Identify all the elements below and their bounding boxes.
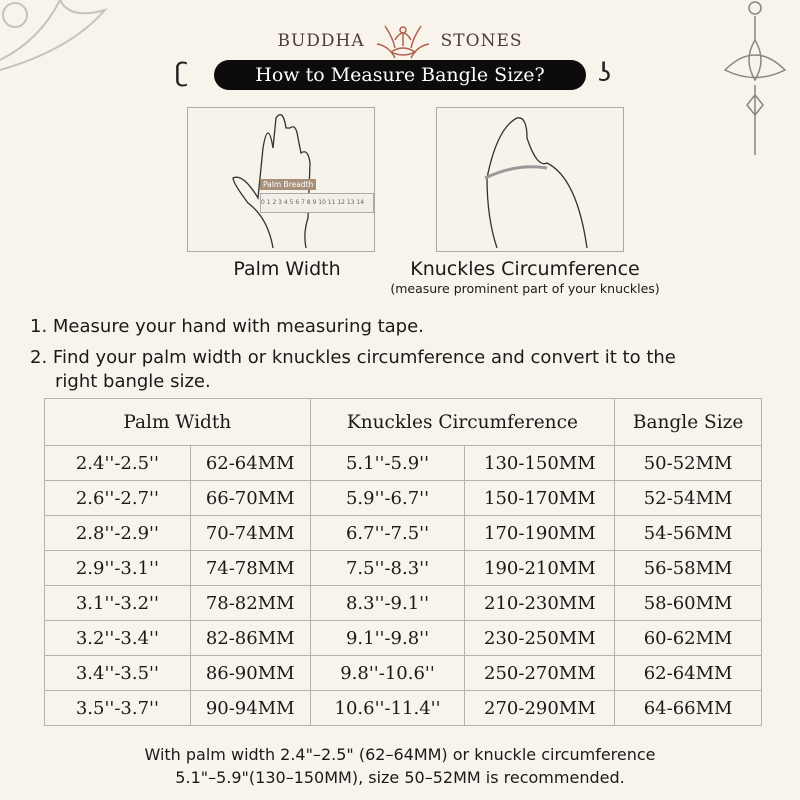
- brand-header: BUDDHA STONES: [0, 18, 800, 63]
- cell-knuckle-mm: 270-290MM: [464, 690, 616, 726]
- footer-line-2: 5.1"–5.9"(130–150MM), size 50–52MM is re…: [175, 768, 625, 787]
- knuckles-note: (measure prominent part of your knuckles…: [390, 281, 660, 296]
- hand-with-tape-icon: [484, 117, 588, 249]
- cell-bangle-size: 54-56MM: [614, 515, 762, 551]
- cell-knuckle-inch: 8.3''-9.1'': [309, 585, 466, 621]
- cell-knuckle-mm: 130-150MM: [464, 445, 616, 481]
- cell-palm-inch: 2.8''-2.9'': [44, 515, 191, 551]
- table-row: 3.4''-3.5'' 86-90MM 9.8''-10.6'' 250-270MM 6…: [44, 655, 762, 691]
- ruler: 0 1 2 3 4 5 6 7 8 9 10 11 12 13 14: [260, 193, 374, 213]
- hand-icon: [232, 114, 311, 249]
- step-2-cont: right bangle size.: [55, 371, 211, 392]
- cell-palm-inch: 2.4''-2.5'': [44, 445, 191, 481]
- scroll-ornament-right-icon: ʖ: [598, 58, 612, 88]
- palm-width-caption: Palm Width: [233, 258, 341, 280]
- step-1: 1. Measure your hand with measuring tape…: [30, 316, 424, 337]
- cell-knuckle-mm: 190-210MM: [464, 550, 616, 586]
- scroll-ornament-left-icon: ʗ: [175, 58, 189, 88]
- cell-knuckle-inch: 9.1''-9.8'': [309, 620, 466, 656]
- table-row: 2.9''-3.1'' 74-78MM 7.5''-8.3'' 190-210MM 56…: [44, 550, 762, 586]
- cell-knuckle-mm: 170-190MM: [464, 515, 616, 551]
- lotus-hanging-decoration: [723, 1, 787, 155]
- cell-palm-inch: 3.4''-3.5'': [44, 655, 191, 691]
- cell-knuckle-inch: 7.5''-8.3'': [309, 550, 466, 586]
- cell-knuckle-mm: 230-250MM: [464, 620, 616, 656]
- cell-palm-inch: 3.2''-3.4'': [44, 620, 191, 656]
- cell-knuckle-inch: 5.9''-6.7'': [309, 480, 466, 516]
- cell-palm-inch: 3.5''-3.7'': [44, 690, 191, 726]
- table-row: 2.8''-2.9'' 70-74MM 6.7''-7.5'' 170-190MM 54…: [44, 515, 762, 551]
- knuckles-caption: Knuckles Circumference: [410, 258, 640, 280]
- header-knuckles: Knuckles Circumference: [309, 398, 616, 446]
- table-header-row: Palm Width Knuckles Circumference Bangle…: [44, 398, 762, 446]
- cell-knuckle-mm: 250-270MM: [464, 655, 616, 691]
- cell-palm-mm: 66-70MM: [189, 480, 311, 516]
- meditating-lotus-logo-icon: [376, 25, 429, 59]
- cell-knuckle-inch: 6.7''-7.5'': [309, 515, 466, 551]
- cell-palm-inch: 3.1''-3.2'': [44, 585, 191, 621]
- cell-knuckle-mm: 210-230MM: [464, 585, 616, 621]
- cell-palm-mm: 78-82MM: [189, 585, 311, 621]
- recommendation-note: With palm width 2.4"–2.5" (62–64MM) or k…: [0, 743, 800, 789]
- table-row: 2.6''-2.7'' 66-70MM 5.9''-6.7'' 150-170MM 52…: [44, 480, 762, 516]
- table-row: 3.2''-3.4'' 82-86MM 9.1''-9.8'' 230-250MM 60…: [44, 620, 762, 656]
- cell-bangle-size: 58-60MM: [614, 585, 762, 621]
- table-row: 3.1''-3.2'' 78-82MM 8.3''-9.1'' 210-230MM 58…: [44, 585, 762, 621]
- cell-palm-inch: 2.9''-3.1'': [44, 550, 191, 586]
- cell-palm-inch: 2.6''-2.7'': [44, 480, 191, 516]
- cell-palm-mm: 86-90MM: [189, 655, 311, 691]
- size-table: Palm Width Knuckles Circumference Bangle…: [44, 398, 762, 726]
- cell-palm-mm: 74-78MM: [189, 550, 311, 586]
- step-2: 2. Find your palm width or knuckles circ…: [30, 347, 676, 368]
- cell-knuckle-inch: 9.8''-10.6'': [309, 655, 466, 691]
- cell-knuckle-inch: 10.6''-11.4'': [309, 690, 466, 726]
- table-row: 2.4''-2.5'' 62-64MM 5.1''-5.9'' 130-150MM 50…: [44, 445, 762, 481]
- header-bangle-size: Bangle Size: [614, 398, 762, 446]
- table-row: 3.5''-3.7'' 90-94MM 10.6''-11.4'' 270-290MM…: [44, 690, 762, 726]
- cell-palm-mm: 70-74MM: [189, 515, 311, 551]
- cell-bangle-size: 62-64MM: [614, 655, 762, 691]
- palm-width-illustration: Palm Breadth 0 1 2 3 4 5 6 7 8 9 10 11 1…: [187, 107, 375, 252]
- brand-right: STONES: [440, 30, 523, 51]
- cell-knuckle-mm: 150-170MM: [464, 480, 616, 516]
- cell-palm-mm: 82-86MM: [189, 620, 311, 656]
- lotus-mandala-decoration: [0, 0, 108, 71]
- brand-left: BUDDHA: [277, 30, 365, 51]
- page-title: How to Measure Bangle Size?: [214, 60, 586, 90]
- cell-bangle-size: 60-62MM: [614, 620, 762, 656]
- cell-bangle-size: 52-54MM: [614, 480, 762, 516]
- footer-line-1: With palm width 2.4"–2.5" (62–64MM) or k…: [144, 745, 656, 764]
- cell-bangle-size: 56-58MM: [614, 550, 762, 586]
- cell-bangle-size: 50-52MM: [614, 445, 762, 481]
- cell-bangle-size: 64-66MM: [614, 690, 762, 726]
- cell-palm-mm: 62-64MM: [189, 445, 311, 481]
- cell-knuckle-inch: 5.1''-5.9'': [309, 445, 466, 481]
- cell-palm-mm: 90-94MM: [189, 690, 311, 726]
- header-palm-width: Palm Width: [44, 398, 311, 446]
- knuckles-illustration: [436, 107, 624, 252]
- palm-breadth-label: Palm Breadth: [260, 179, 317, 190]
